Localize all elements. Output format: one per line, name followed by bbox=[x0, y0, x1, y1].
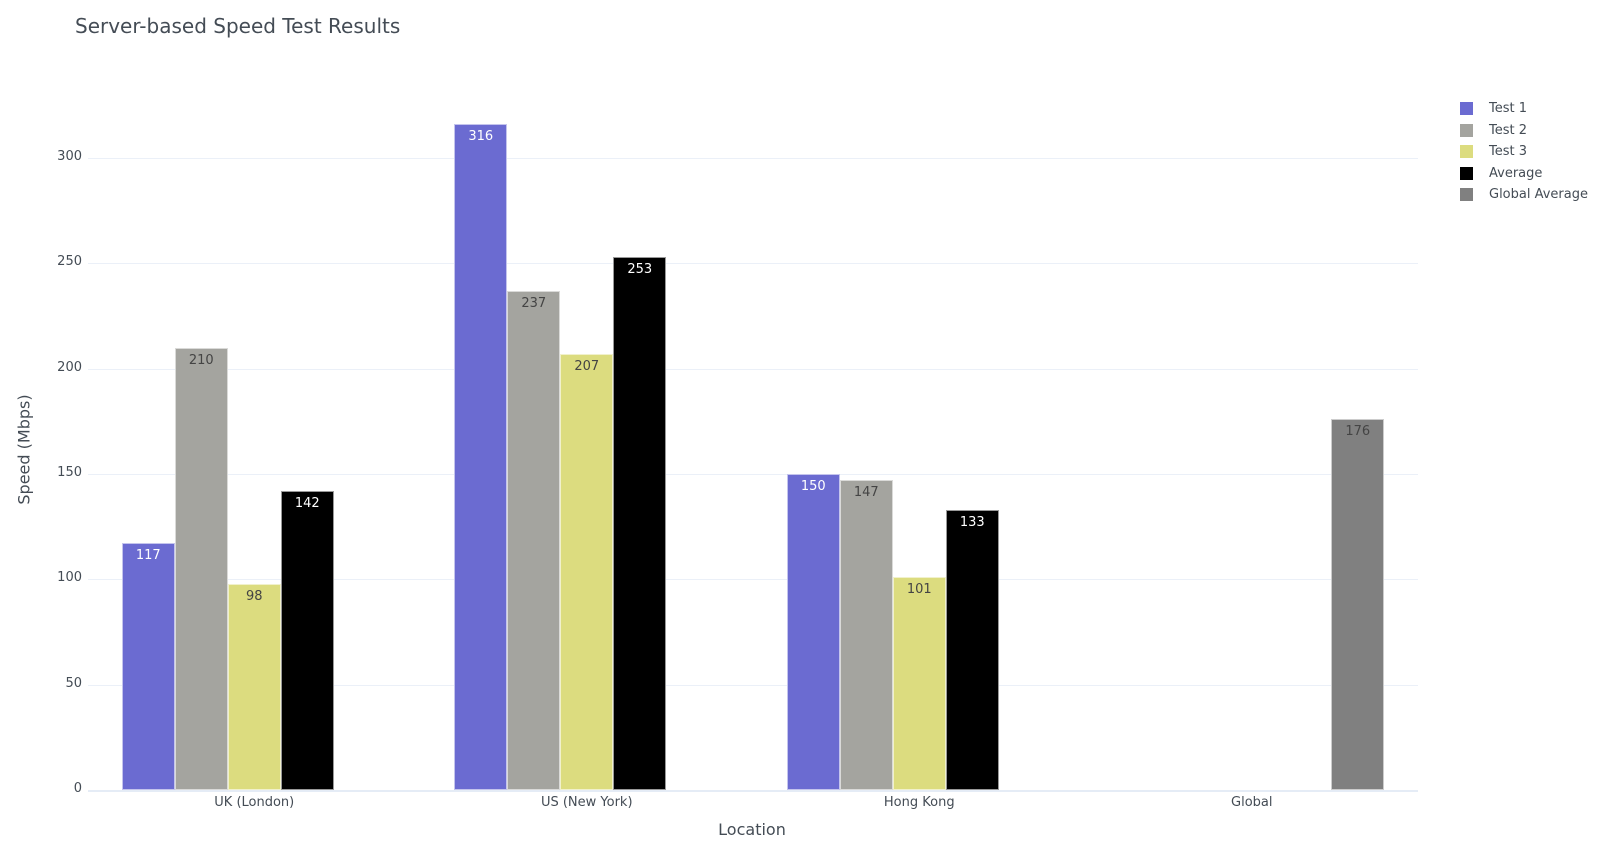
bar-average[interactable]: 133 bbox=[945, 509, 999, 790]
legend-item[interactable]: Test 3 bbox=[1460, 141, 1588, 163]
x-tick-label: Hong Kong bbox=[883, 795, 955, 810]
legend: Test 1 Test 2 Test 3 Average Global Average bbox=[1460, 98, 1588, 206]
bar-average[interactable]: 142 bbox=[280, 490, 334, 790]
chart-title: Server-based Speed Test Results bbox=[75, 14, 401, 38]
y-tick-label: 200 bbox=[57, 359, 82, 375]
plot-area: 117 210 98 142 316 237 207 253 150 147 101 133 176 bbox=[88, 100, 1418, 792]
bar-value-label: 253 bbox=[627, 261, 653, 277]
bar-test-2[interactable]: 210 bbox=[174, 347, 228, 790]
bar-test-3[interactable]: 207 bbox=[560, 353, 614, 790]
gridline bbox=[88, 263, 1418, 265]
x-tick-label: UK (London) bbox=[214, 795, 295, 810]
bar-test-2[interactable]: 147 bbox=[839, 480, 893, 790]
x-axis-label: Location bbox=[718, 820, 786, 839]
legend-label: Test 2 bbox=[1489, 122, 1528, 138]
bar-value-label: 210 bbox=[188, 352, 214, 368]
bar-value-label: 176 bbox=[1345, 424, 1371, 440]
gridline bbox=[88, 790, 1418, 792]
bar-value-label: 133 bbox=[959, 514, 985, 530]
legend-label: Average bbox=[1489, 165, 1543, 181]
gridline bbox=[88, 684, 1418, 686]
legend-swatch-icon bbox=[1460, 145, 1473, 159]
bar-value-label: 142 bbox=[294, 495, 320, 511]
gridline bbox=[88, 368, 1418, 370]
legend-label: Test 1 bbox=[1489, 101, 1528, 117]
y-axis-label: Speed (Mbps) bbox=[14, 394, 34, 505]
bar-average[interactable]: 253 bbox=[613, 256, 667, 790]
bar-test-2[interactable]: 237 bbox=[507, 290, 561, 790]
x-tick-label: US (New York) bbox=[540, 795, 633, 810]
legend-swatch-icon bbox=[1460, 102, 1473, 116]
y-tick-label: 300 bbox=[57, 148, 82, 164]
legend-item[interactable]: Test 2 bbox=[1460, 120, 1588, 142]
bar-global-average[interactable]: 176 bbox=[1331, 419, 1385, 790]
bar-value-label: 316 bbox=[468, 129, 494, 145]
legend-swatch-icon bbox=[1460, 123, 1473, 137]
bar-value-label: 117 bbox=[135, 548, 161, 564]
x-tick-label: Global bbox=[1231, 795, 1273, 810]
legend-label: Global Average bbox=[1489, 187, 1588, 203]
y-tick-label: 250 bbox=[57, 254, 82, 270]
y-tick-label: 100 bbox=[57, 570, 82, 586]
legend-label: Test 3 bbox=[1489, 144, 1528, 160]
bar-test-3[interactable]: 98 bbox=[227, 583, 281, 790]
y-tick-label: 0 bbox=[73, 781, 82, 796]
bar-value-label: 101 bbox=[906, 582, 932, 598]
bar-test-1[interactable]: 150 bbox=[786, 473, 840, 790]
bar-test-3[interactable]: 101 bbox=[892, 577, 946, 790]
bar-value-label: 98 bbox=[245, 588, 263, 604]
bar-value-label: 237 bbox=[521, 295, 547, 311]
y-tick-label: 50 bbox=[65, 675, 82, 691]
legend-swatch-icon bbox=[1460, 188, 1473, 202]
gridline bbox=[88, 157, 1418, 159]
gridline bbox=[88, 473, 1418, 475]
legend-item[interactable]: Global Average bbox=[1460, 184, 1588, 206]
gridline bbox=[88, 579, 1418, 581]
bar-test-1[interactable]: 316 bbox=[454, 124, 508, 790]
bar-value-label: 150 bbox=[800, 478, 826, 494]
legend-item[interactable]: Average bbox=[1460, 163, 1588, 185]
legend-swatch-icon bbox=[1460, 166, 1473, 180]
bar-test-1[interactable]: 117 bbox=[121, 543, 175, 790]
bar-value-label: 147 bbox=[853, 485, 879, 501]
legend-item[interactable]: Test 1 bbox=[1460, 98, 1588, 120]
bar-value-label: 207 bbox=[574, 358, 600, 374]
y-tick-label: 150 bbox=[57, 464, 82, 480]
